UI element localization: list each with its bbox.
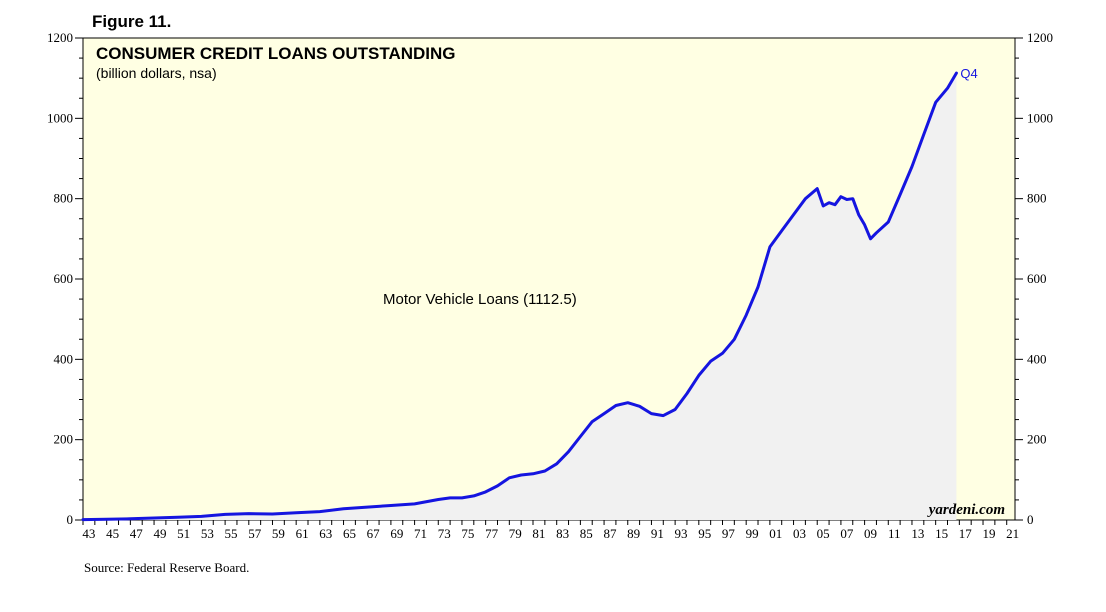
chart-title: CONSUMER CREDIT LOANS OUTSTANDING xyxy=(96,44,456,63)
x-tick-label: 71 xyxy=(414,526,427,541)
y-axis-left: 0 200 400 600 800 1000 1200 xyxy=(47,30,73,527)
x-tick-label: 79 xyxy=(509,526,522,541)
x-tick-label: 07 xyxy=(840,526,854,541)
x-tick-label: 03 xyxy=(793,526,806,541)
y-tick-label-left: 800 xyxy=(54,191,74,206)
x-tick-label: 97 xyxy=(722,526,736,541)
y-tick-label-left: 1200 xyxy=(47,30,73,45)
series-area-fill xyxy=(83,73,957,520)
x-tick-label: 53 xyxy=(201,526,214,541)
x-tick-label: 67 xyxy=(367,526,381,541)
x-tick-label: 99 xyxy=(746,526,759,541)
y-tick-label-left: 0 xyxy=(67,512,74,527)
y-tick-label-left: 400 xyxy=(54,351,74,366)
x-tick-label: 51 xyxy=(177,526,190,541)
series-annotation: Motor Vehicle Loans (1112.5) xyxy=(383,291,577,308)
x-tick-label: 43 xyxy=(82,526,95,541)
y-tick-label-left: 200 xyxy=(54,432,74,447)
x-tick-label: 89 xyxy=(627,526,640,541)
x-tick-label: 01 xyxy=(769,526,782,541)
x-tick-label: 77 xyxy=(485,526,499,541)
y-tick-label-right: 1000 xyxy=(1027,110,1053,125)
brand-watermark: yardeni.com xyxy=(927,502,1005,518)
series-line-motor-vehicle-loans xyxy=(81,71,958,522)
x-tick-label: 05 xyxy=(817,526,830,541)
x-tick-label: 75 xyxy=(461,526,474,541)
x-tick-label: 21 xyxy=(1006,526,1019,541)
x-tick-label: 09 xyxy=(864,526,877,541)
x-tick-label: 11 xyxy=(888,526,901,541)
x-tick-label: 45 xyxy=(106,526,119,541)
x-tick-label: 15 xyxy=(935,526,948,541)
figure-label: Figure 11. xyxy=(92,12,171,31)
x-tick-label: 13 xyxy=(911,526,924,541)
x-tick-label: 19 xyxy=(982,526,995,541)
y-tick-label-left: 600 xyxy=(54,271,74,286)
x-tick-label: 61 xyxy=(296,526,309,541)
x-axis: 43 45 47 49 51 53 55 57 59 61 63 65 67 69 71 73 75 77 79 81… xyxy=(82,526,1019,541)
x-tick-label: 87 xyxy=(603,526,617,541)
y-tick-label-left: 1000 xyxy=(47,110,73,125)
x-tick-label: 59 xyxy=(272,526,285,541)
x-tick-label: 83 xyxy=(556,526,569,541)
x-tick-label: 81 xyxy=(532,526,545,541)
axis-ticks xyxy=(75,37,1023,525)
x-tick-label: 55 xyxy=(225,526,238,541)
series-end-label: Q4 xyxy=(960,66,977,81)
x-tick-label: 57 xyxy=(248,526,262,541)
x-tick-label: 47 xyxy=(130,526,144,541)
x-tick-label: 93 xyxy=(675,526,688,541)
x-tick-label: 49 xyxy=(153,526,166,541)
x-tick-label: 63 xyxy=(319,526,332,541)
x-tick-label: 91 xyxy=(651,526,664,541)
x-tick-label: 65 xyxy=(343,526,356,541)
y-tick-label-right: 800 xyxy=(1027,191,1047,206)
x-tick-label: 85 xyxy=(580,526,593,541)
y-tick-label-right: 1200 xyxy=(1027,30,1053,45)
y-axis-right: 0 200 400 600 800 1000 1200 xyxy=(1027,30,1053,527)
source-note: Source: Federal Reserve Board. xyxy=(84,560,249,575)
y-tick-label-right: 600 xyxy=(1027,271,1047,286)
x-tick-label: 73 xyxy=(438,526,451,541)
chart-subtitle: (billion dollars, nsa) xyxy=(96,65,217,81)
y-tick-label-right: 0 xyxy=(1027,512,1034,527)
x-tick-label: 95 xyxy=(698,526,711,541)
y-tick-label-right: 200 xyxy=(1027,432,1047,447)
x-tick-label: 69 xyxy=(390,526,403,541)
x-tick-label: 17 xyxy=(959,526,973,541)
y-tick-label-right: 400 xyxy=(1027,351,1047,366)
